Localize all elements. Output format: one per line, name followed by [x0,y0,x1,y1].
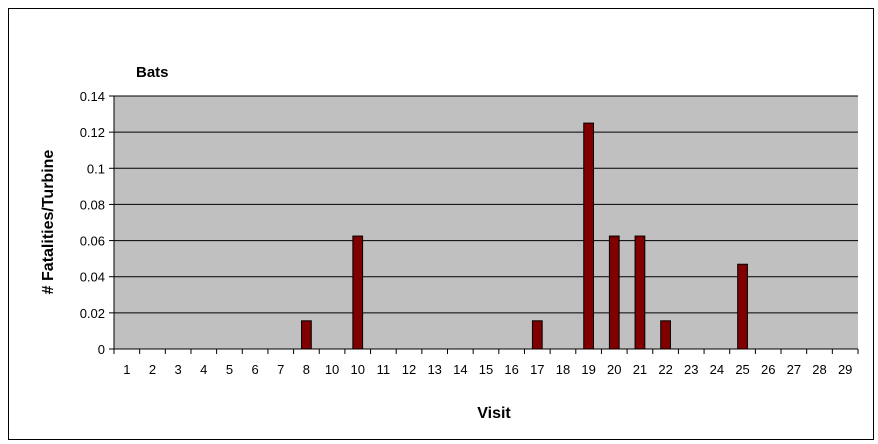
bar-visit-25 [737,263,748,350]
bars [301,122,748,350]
x-tick-label: 22 [658,362,672,377]
x-tick-label: 23 [684,362,698,377]
y-tick-label: 0.02 [80,306,105,321]
y-tick-label: 0.14 [80,89,105,104]
bar-visit-8 [301,320,312,350]
x-tick-label: 27 [787,362,801,377]
x-tick-label: 26 [761,362,775,377]
x-tick-label: 16 [504,362,518,377]
x-tick-label: 13 [427,362,441,377]
y-tick-label: 0.1 [87,161,105,176]
x-tick-label: 21 [633,362,647,377]
plot-background [114,96,858,349]
y-tick-label: 0.04 [80,270,105,285]
bar-visit-17 [531,320,543,350]
bar-visit-20 [608,235,620,350]
x-axis: 1 2 3 4 5 6 7 8 10 10 11 12 13 14 15 16 17 18 19 20 21 22 23 24… [113,96,859,377]
x-tick-label: 20 [607,362,621,377]
x-tick-label: 14 [453,362,467,377]
x-tick-label: 11 [377,362,391,377]
x-tick-label: 6 [251,362,258,377]
x-tick-label: 4 [200,362,207,377]
bar-visit-19 [583,122,594,350]
y-tick-label: 0.08 [80,197,105,212]
x-tick-label: 15 [479,362,493,377]
y-axis: 0 0.02 0.04 0.06 0.08 0.1 0.12 0.14 [80,89,114,357]
bar-visit-10 [352,235,364,350]
x-tick-label: 19 [581,362,595,377]
x-tick-label: 7 [277,362,284,377]
x-tick-label: 12 [402,362,416,377]
x-tick-label: 10 [350,362,364,377]
x-tick-label: 29 [838,362,852,377]
chart-title: Bats [136,64,169,81]
x-tick-label: 2 [149,362,156,377]
bar-visit-22 [660,320,671,350]
y-tick-label: 0 [98,342,105,357]
x-tick-label: 8 [303,362,310,377]
x-tick-label: 28 [812,362,826,377]
x-axis-title: Visit [477,405,511,422]
x-tick-label: 18 [556,362,570,377]
plot-area [114,95,858,349]
x-tick-label: 25 [735,362,749,377]
bar-visit-21 [634,235,646,350]
y-tick-label: 0.12 [80,125,105,140]
y-tick-label: 0.06 [80,234,105,249]
x-tick-label: 17 [530,362,544,377]
x-tick-label: 3 [175,362,182,377]
x-tick-label: 24 [710,362,724,377]
x-tick-label: 5 [226,362,233,377]
y-axis-title: # Fatalities/Turbine [40,150,57,295]
x-tick-label: 10 [325,362,339,377]
x-tick-label: 1 [123,362,130,377]
